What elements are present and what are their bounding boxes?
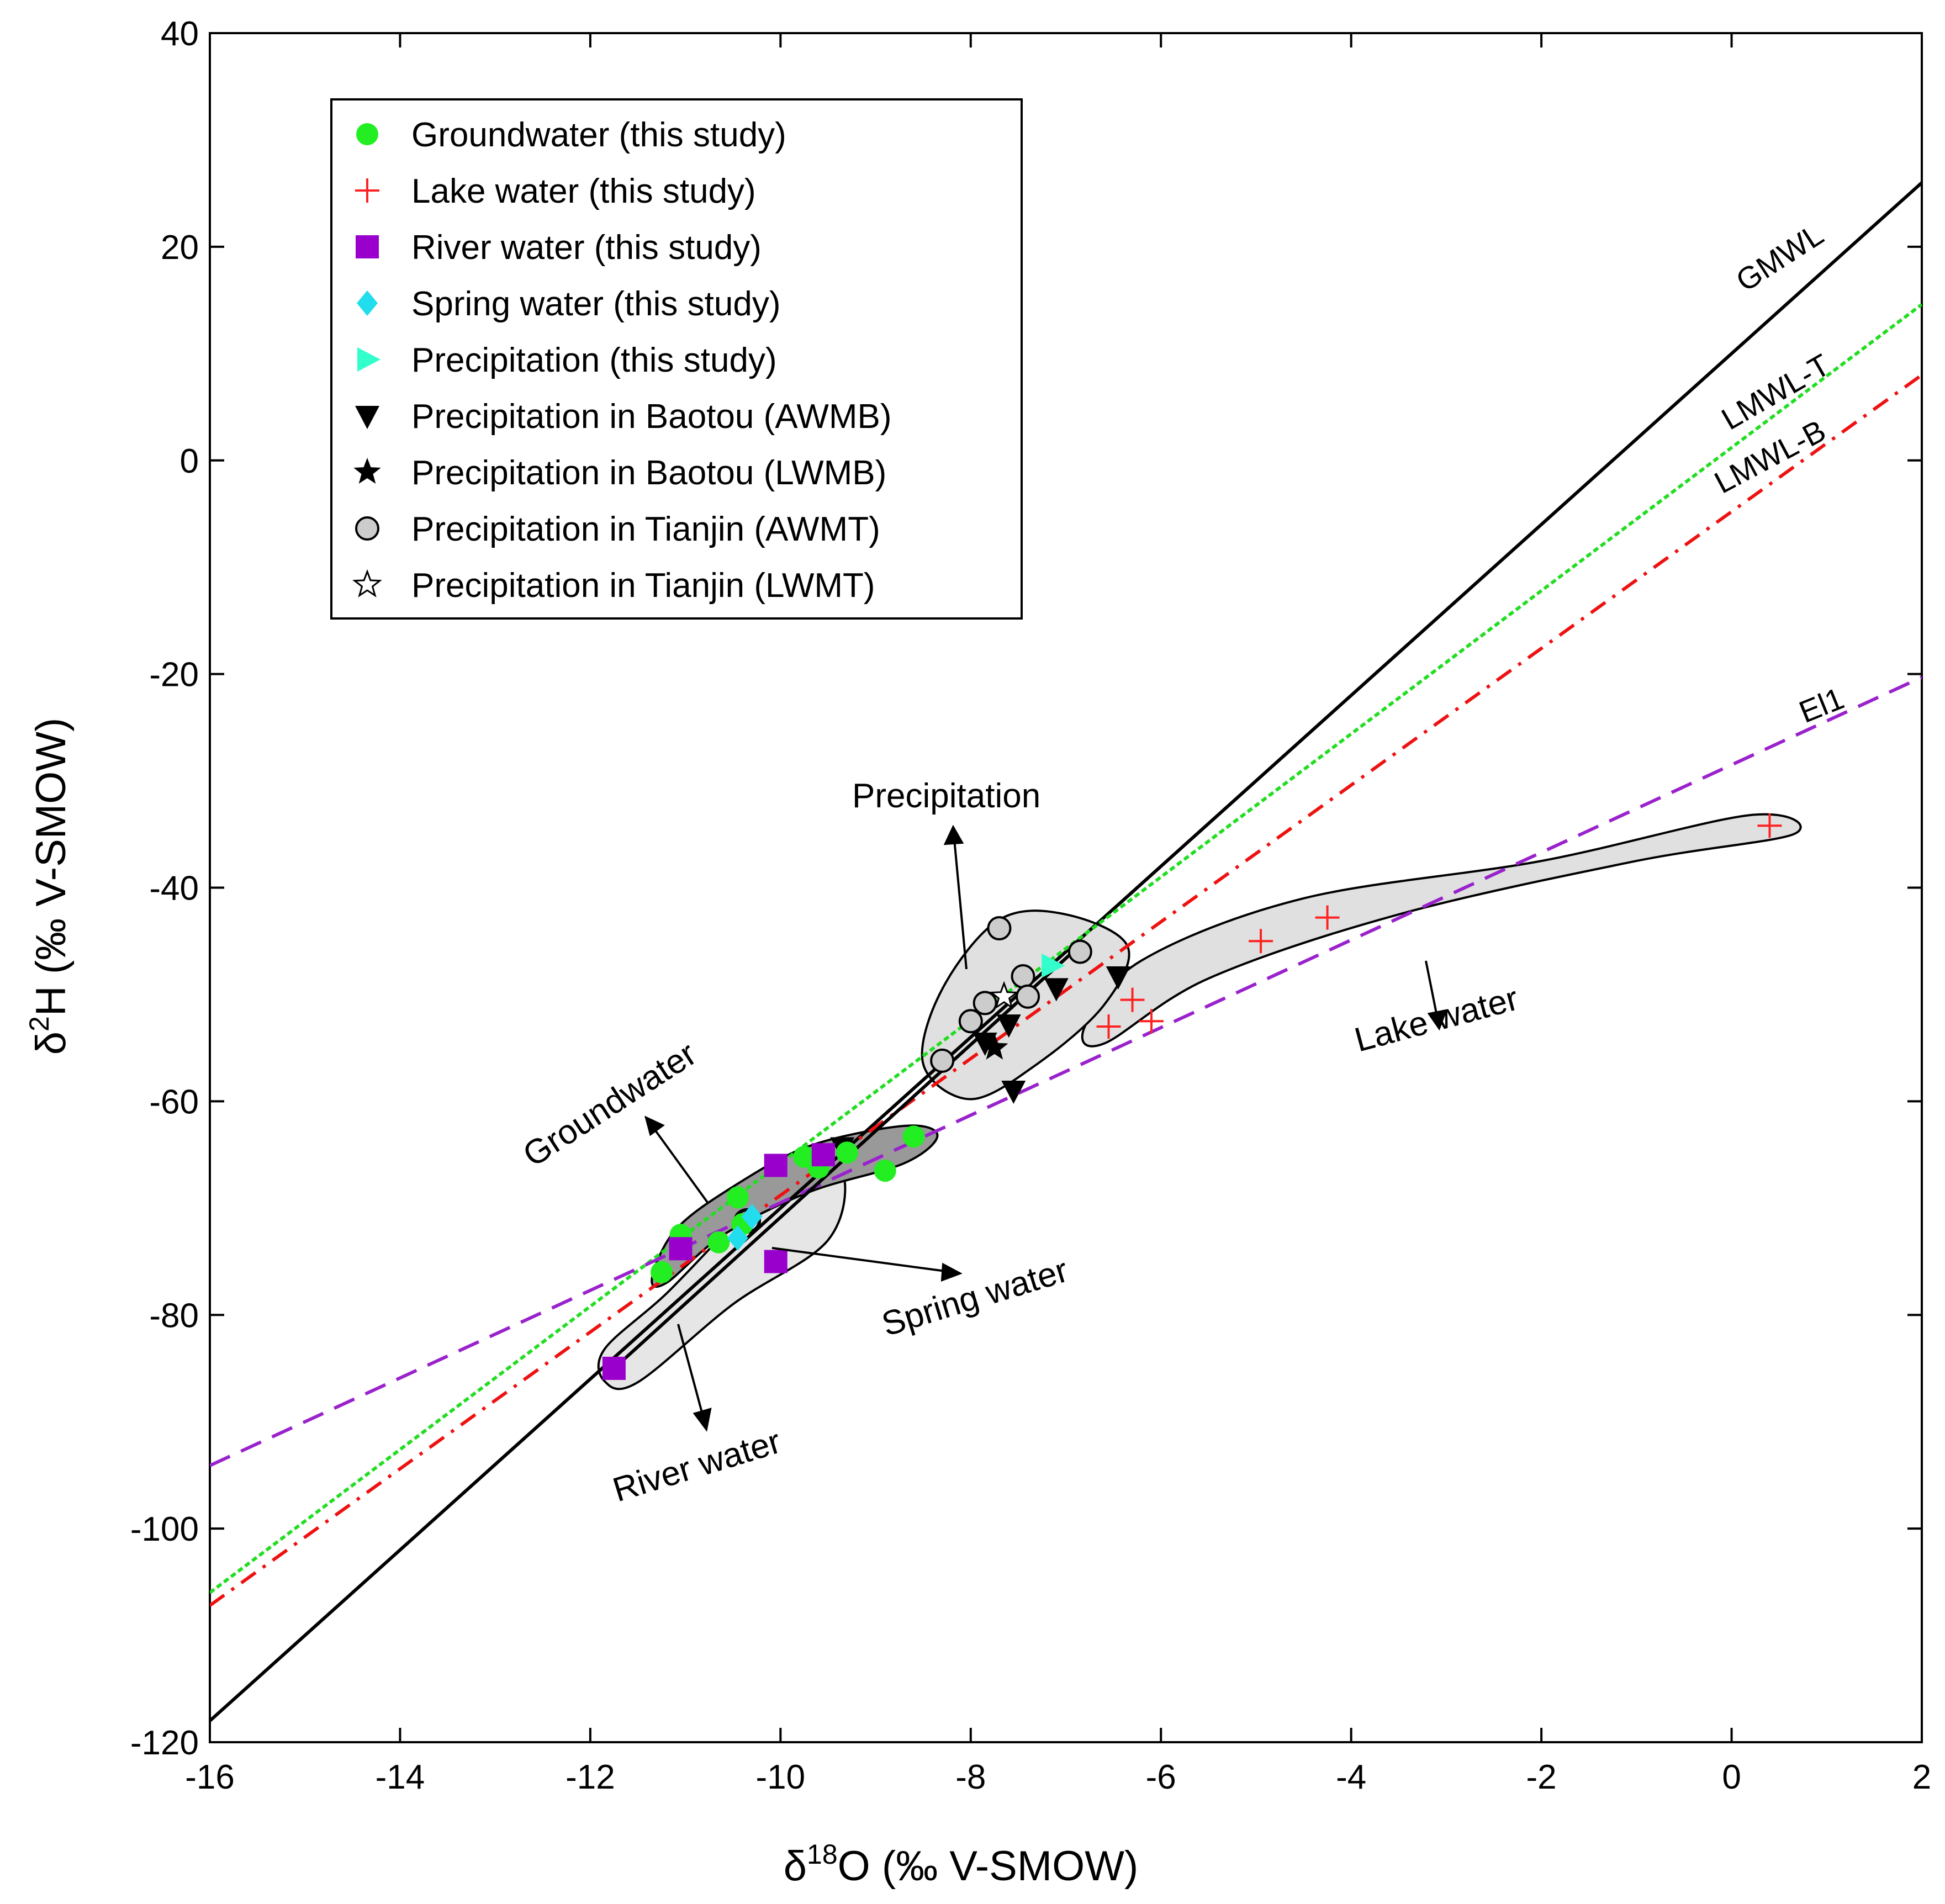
- point-circle: [726, 1186, 749, 1209]
- legend-marker-diamond: [357, 290, 378, 316]
- legend-item-spring-water: Spring water (this study): [411, 285, 780, 323]
- legend-marker-square: [356, 235, 379, 258]
- x-tick-label: -16: [185, 1758, 235, 1796]
- annotation-arrows: [644, 824, 1448, 1432]
- line-lmwl-b: [210, 373, 1922, 1607]
- legend-item-lake-water: Lake water (this study): [411, 172, 756, 210]
- point-circle: [902, 1125, 925, 1148]
- legend-item-precipitation: Precipitation (this study): [411, 341, 777, 379]
- line-lmwl-t: [210, 303, 1922, 1594]
- point-diamond: [741, 1204, 763, 1230]
- point-star: [981, 1033, 1008, 1060]
- point-plus: [1757, 813, 1782, 838]
- legend-markers: [352, 123, 382, 597]
- legend-item-baotou-awmb: Precipitation in Baotou (AWMB): [411, 398, 891, 436]
- y-tick-label: -60: [149, 1083, 199, 1121]
- point-triangle-down: [996, 1014, 1021, 1038]
- y-tick-label: 0: [180, 442, 199, 480]
- point-triangle-down: [1106, 966, 1130, 990]
- x-tick-label: -14: [376, 1758, 425, 1796]
- y-axis-label: δ2H (‰ V-SMOW): [24, 718, 75, 1055]
- legend-item-baotou-lwmb: Precipitation in Baotou (LWMB): [411, 454, 886, 492]
- legend-marker-star-open: [352, 569, 382, 597]
- axis-ticks: -16 -14 -12 -10 -8 -6 -4 -2 0 2-120-100-80-60-40-…: [130, 15, 1931, 1796]
- point-circle: [651, 1261, 673, 1283]
- legend-item-tianjin-lwmt: Precipitation in Tianjin (LWMT): [411, 567, 875, 605]
- legend-marker-plus: [355, 178, 379, 203]
- x-axis-label: δ18O (‰ V-SMOW): [784, 1839, 1139, 1890]
- point-circle: [874, 1160, 896, 1182]
- point-square: [764, 1154, 787, 1177]
- x-tick-label: -4: [1336, 1758, 1366, 1796]
- y-tick-label: 20: [161, 229, 199, 267]
- y-tick-label: -80: [149, 1297, 199, 1335]
- y-tick-label: -120: [130, 1724, 199, 1762]
- legend-item-groundwater: Groundwater (this study): [411, 116, 786, 154]
- x-tick-label: -12: [565, 1758, 615, 1796]
- legend-marker-circle: [356, 123, 378, 145]
- legend-item-tianjin-awmt: Precipitation in Tianjin (AWMT): [411, 510, 880, 548]
- y-tick-label: -40: [149, 870, 199, 908]
- point-star-open: [989, 981, 1019, 1009]
- point-square: [669, 1237, 693, 1261]
- line-el1: [210, 675, 1922, 1467]
- x-tick-label: 0: [1722, 1758, 1741, 1796]
- legend-marker-triangle-right: [357, 347, 380, 372]
- y-tick-label: -100: [130, 1510, 199, 1548]
- point-plus: [1139, 1009, 1164, 1034]
- point-triangle-down: [1001, 1081, 1026, 1104]
- point-square: [811, 1143, 835, 1167]
- data-points: [602, 813, 1782, 1380]
- point-plus: [1249, 929, 1273, 954]
- legend-item-river-water: River water (this study): [411, 229, 762, 267]
- point-circle-open: [1016, 984, 1040, 1009]
- point-circle-open: [958, 1009, 983, 1034]
- line-gmwl: [210, 181, 1922, 1722]
- point-triangle-down: [1044, 978, 1069, 1002]
- x-tick-label: -8: [955, 1758, 986, 1796]
- point-plus: [1096, 1014, 1121, 1039]
- point-diamond: [727, 1225, 748, 1251]
- point-circle-open: [1067, 939, 1092, 964]
- x-tick-label: -2: [1526, 1758, 1557, 1796]
- point-circle-open: [987, 916, 1012, 941]
- y-tick-label: 40: [161, 15, 199, 53]
- x-tick-label: -10: [756, 1758, 806, 1796]
- x-tick-label: 2: [1912, 1758, 1931, 1796]
- point-circle: [707, 1231, 730, 1254]
- legend: Groundwater (this study) Lake water (thi…: [330, 98, 1023, 620]
- region-lake-water: [1081, 813, 1802, 1048]
- x-tick-label: -6: [1146, 1758, 1176, 1796]
- legend-marker-circle-open: [355, 516, 379, 541]
- y-tick-label: -20: [149, 656, 199, 694]
- legend-marker-star: [353, 458, 381, 484]
- point-circle-open: [930, 1048, 955, 1073]
- point-triangle-right: [1042, 953, 1065, 978]
- point-circle: [836, 1141, 858, 1164]
- point-plus: [1315, 905, 1340, 930]
- region-label-precipitation: Precipitation: [852, 777, 1040, 815]
- point-plus: [1120, 987, 1145, 1012]
- legend-marker-triangle-down: [355, 406, 379, 429]
- point-circle-open: [973, 991, 997, 1016]
- legend-box: [330, 98, 1023, 620]
- point-circle-open: [1011, 964, 1035, 989]
- point-square: [764, 1250, 787, 1273]
- point-square: [602, 1356, 626, 1380]
